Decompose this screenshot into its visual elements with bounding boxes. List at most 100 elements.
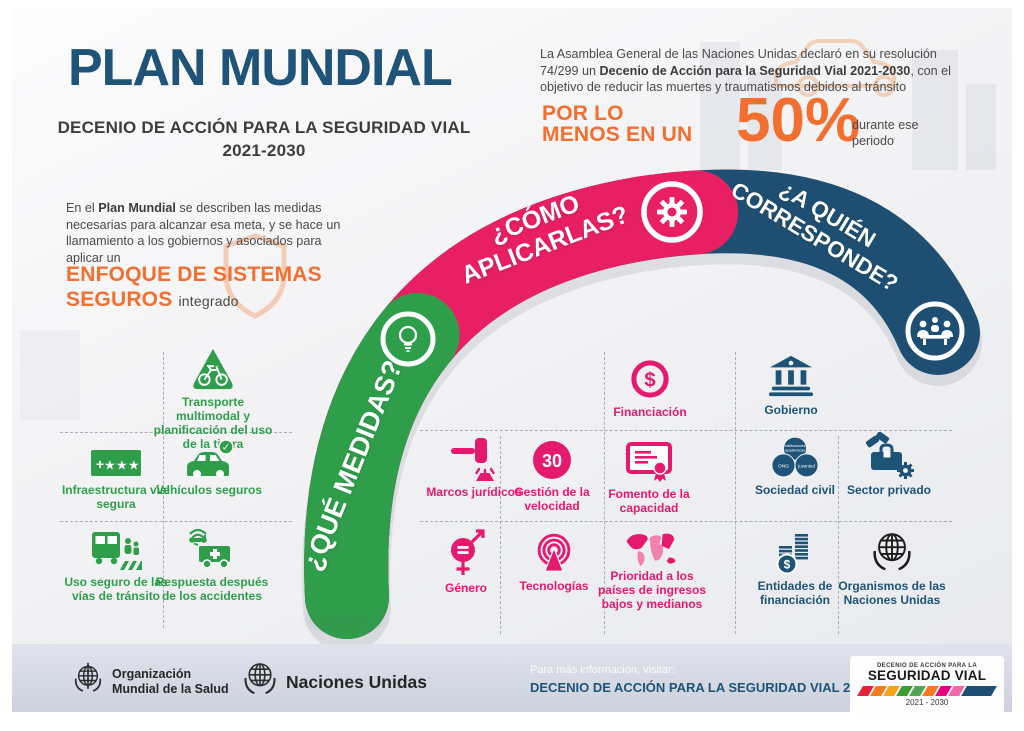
- civil-society-icon: instituciones académicas ONG juventud: [771, 436, 819, 478]
- safe-road-infrastructure-icon: + ★ ★ ★: [91, 450, 141, 476]
- svg-text:juventud: juventud: [797, 463, 815, 468]
- application-label: Financiación: [613, 405, 687, 419]
- svg-text:académicas: académicas: [785, 449, 805, 453]
- grid-separator: [60, 521, 292, 522]
- grid-separator: [163, 352, 164, 628]
- grid-separator: [735, 352, 736, 634]
- badge-years-text: 2021 - 2030: [905, 698, 949, 708]
- who-logo: [74, 662, 102, 692]
- svg-text:ONG: ONG: [778, 463, 789, 469]
- lightbulb-icon: [374, 305, 442, 373]
- shield-outline-icon: [223, 233, 287, 319]
- stakeholder-label: Organismos de las Naciones Unidas: [838, 579, 946, 607]
- grid-separator: [420, 430, 952, 431]
- who-name: Organización Mundial de la Salud: [112, 667, 229, 697]
- background-building: [20, 330, 80, 420]
- resolution-text: La Asamblea General de las Naciones Unid…: [540, 47, 937, 78]
- meeting-icon: [899, 295, 971, 367]
- footer-info-prefix: Para más información, visitar:: [530, 664, 675, 676]
- svg-text:★: ★: [116, 458, 128, 473]
- page-subtitle: DECENIO DE ACCIÓN PARA LA SEGURIDAD VIAL: [57, 118, 471, 137]
- crosswalk-stripes-icon: [857, 686, 997, 697]
- private-sector-icon: [865, 432, 914, 479]
- approach-line2: SEGUROS integrado: [66, 289, 239, 310]
- plan-paragraph: En el Plan Mundial se describen las medi…: [66, 200, 350, 267]
- background-building: [700, 42, 740, 170]
- badge-stripe: [961, 686, 997, 697]
- speed-management-icon: 30: [533, 441, 571, 479]
- measure-label: Uso seguro de las vías de tránsito: [64, 575, 168, 603]
- svg-text:$: $: [644, 369, 655, 391]
- grid-separator: [500, 436, 501, 634]
- footer-info-link[interactable]: DECENIO DE ACCIÓN PARA LA SEGURIDAD VIAL…: [530, 680, 906, 695]
- application-label: Gestión de la velocidad: [514, 485, 590, 513]
- resolution-paragraph: La Asamblea General de las Naciones Unid…: [540, 46, 956, 96]
- goal-line1: POR LO: [542, 102, 624, 125]
- badge-top-text: DECENIO DE ACCIÓN PARA LA: [876, 662, 978, 669]
- page-title: PLAN MUNDIAL: [68, 39, 453, 97]
- safe-vehicles-icon: ✓: [187, 439, 234, 478]
- stakeholder-label: Sociedad civil: [754, 483, 836, 497]
- plan-text: se describen las medidas necesarias para…: [66, 201, 341, 266]
- application-label: Marcos jurídicos: [426, 485, 522, 499]
- car-outline-icon: [774, 39, 896, 97]
- svg-text:$: $: [784, 558, 791, 572]
- svg-text:✓: ✓: [222, 443, 230, 454]
- grid-separator: [604, 352, 605, 634]
- multimodal-transport-icon: [193, 348, 233, 390]
- grid-separator: [60, 432, 292, 433]
- financing-icon: $: [631, 360, 669, 398]
- goal-line2: MENOS EN UN: [542, 123, 693, 146]
- un-logo: [244, 663, 276, 695]
- decade-logo-badge: DECENIO DE ACCIÓN PARA LA SEGURIDAD VIAL…: [850, 656, 1004, 714]
- government-icon: [768, 355, 814, 397]
- stakeholder-label: Sector privado: [846, 483, 932, 497]
- gear-icon: [635, 175, 709, 249]
- un-name: Naciones Unidas: [286, 672, 428, 692]
- application-label: Fomento de la capacidad: [608, 487, 690, 515]
- arc-reflection: [298, 610, 390, 636]
- who-name-line: Organización: [112, 667, 192, 681]
- svg-text:instituciones: instituciones: [785, 444, 806, 448]
- svg-text:★: ★: [128, 458, 140, 473]
- stakeholder-label: Gobierno: [764, 403, 818, 417]
- footer-bar: [12, 644, 1012, 712]
- background-building: [966, 84, 996, 170]
- gender-icon: [451, 529, 485, 575]
- measure-label: Vehículos seguros: [155, 483, 263, 497]
- poster-background: [12, 8, 1012, 644]
- svg-text:+: +: [96, 456, 104, 472]
- measure-label: Infraestructura vial segura: [61, 483, 171, 511]
- application-label: Tecnologías: [519, 579, 589, 593]
- grid-separator: [420, 521, 952, 522]
- capacity-building-icon: [626, 442, 672, 482]
- background-building: [912, 50, 958, 170]
- application-label: Prioridad a los países de ingresos bajos…: [597, 569, 707, 611]
- page-subtitle-years: 2021-2030: [222, 141, 306, 160]
- stakeholder-label: Entidades de financiación: [757, 579, 833, 607]
- safe-road-use-icon: [92, 532, 142, 570]
- plan-bold: Plan Mundial: [98, 201, 176, 215]
- approach-note: integrado: [178, 293, 239, 309]
- technologies-icon: [537, 533, 571, 572]
- un-agencies-icon: [873, 533, 911, 571]
- low-middle-income-countries-icon: [626, 533, 676, 566]
- resolution-text: , con el objetivo de reducir las muertes…: [540, 63, 951, 95]
- approach-word: SEGUROS: [66, 288, 173, 311]
- measure-label: Respuesta después de los accidentes: [155, 575, 269, 603]
- resolution-bold: Decenio de Acción para la Seguridad Vial…: [599, 63, 911, 78]
- svg-text:★: ★: [104, 458, 116, 473]
- svg-text:30: 30: [542, 451, 562, 471]
- post-crash-response-icon: [189, 528, 230, 569]
- grid-separator: [838, 436, 839, 634]
- approach-line1: ENFOQUE DE SISTEMAS: [66, 263, 322, 286]
- goal-value: 50%: [736, 86, 861, 155]
- goal-note: durante ese periodo: [852, 118, 919, 148]
- background-building: [748, 72, 782, 170]
- plan-text: En el: [66, 201, 99, 215]
- who-name-line: Mundial de la Salud: [112, 681, 229, 696]
- application-label: Género: [444, 581, 487, 595]
- badge-title-text: SEGURIDAD VIAL: [867, 667, 987, 683]
